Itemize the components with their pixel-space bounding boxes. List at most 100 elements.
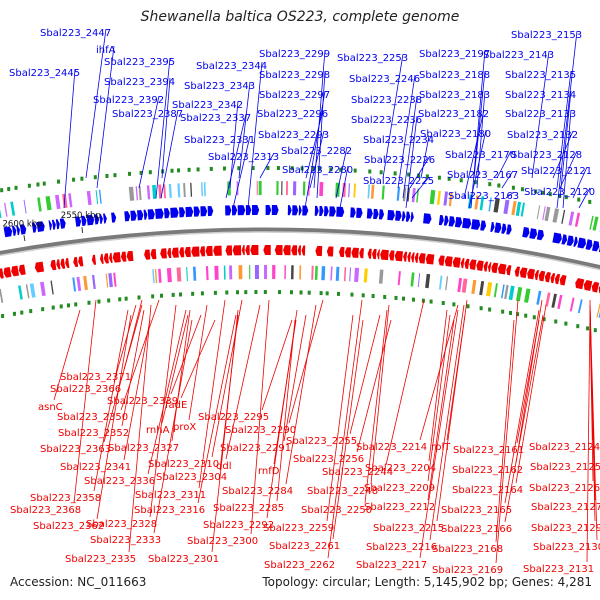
- top-leader-line: [420, 135, 430, 179]
- outer-ring-mark: [80, 176, 84, 181]
- inner-ring-mark: [118, 297, 122, 302]
- feature-block-outer: [276, 181, 279, 196]
- gene-label-reverse: Sbal223_2126: [529, 483, 600, 494]
- bottom-leader-line: [427, 314, 451, 482]
- gene-label-reverse: Sbal223_2209: [364, 483, 435, 494]
- outer-ring-mark: [459, 178, 463, 183]
- top-leader-line: [382, 53, 404, 179]
- feature-block-inner: [50, 280, 54, 295]
- feature-block-inner: [330, 266, 333, 281]
- inner-ring-mark: [137, 295, 141, 300]
- top-leader-line: [232, 135, 251, 209]
- reverse-gene-arrow: [0, 268, 4, 279]
- forward-gene-arrow: [147, 209, 155, 220]
- feature-block-outer: [574, 212, 581, 227]
- forward-gene-arrow: [11, 225, 17, 236]
- reverse-gene-arrow: [376, 249, 380, 260]
- inner-ring-mark: [307, 290, 311, 295]
- forward-gene-arrow: [251, 205, 260, 216]
- feature-block-inner: [154, 269, 158, 284]
- feature-block-outer: [437, 190, 441, 205]
- forward-gene-arrow: [387, 209, 395, 221]
- forward-gene-arrow: [225, 205, 232, 216]
- feature-block-inner: [25, 284, 30, 299]
- feature-block-inner: [284, 265, 286, 280]
- reverse-gene-arrow: [99, 253, 104, 264]
- bottom-leader-line: [149, 304, 177, 518]
- top-leader-line: [531, 50, 550, 179]
- bottom-leader-line: [370, 304, 390, 485]
- top-leader-line: [63, 68, 76, 209]
- backbone-highlight: [0, 231, 600, 271]
- outer-ring-mark: [317, 166, 321, 171]
- feature-block-outer: [561, 209, 566, 224]
- feature-block-inner: [457, 277, 463, 293]
- scale-tick-mark: [81, 226, 84, 234]
- gene-label-reverse: Sbal223_2259: [263, 523, 334, 534]
- feature-block-outer: [0, 208, 2, 218]
- bottom-leader-line: [93, 309, 129, 492]
- forward-gene-arrow: [298, 205, 302, 216]
- inner-ring-mark: [421, 298, 425, 303]
- reverse-gene-arrow: [483, 261, 489, 272]
- forward-gene-arrow: [155, 208, 164, 219]
- reverse-gene-arrow: [371, 248, 377, 260]
- gene-label-forward: Sbal223_2143: [483, 50, 554, 61]
- gene-label-reverse: Sbal223_2311: [135, 490, 206, 501]
- feature-block-outer: [429, 189, 436, 205]
- inner-ring-mark: [225, 290, 229, 295]
- reverse-gene-arrow: [476, 260, 484, 271]
- feature-block-inner: [500, 284, 505, 299]
- forward-gene-arrow: [506, 224, 512, 235]
- forward-gene-arrow: [81, 215, 87, 226]
- gene-label-reverse: Sbal223_2248: [307, 486, 378, 497]
- inner-ring-mark: [41, 307, 45, 312]
- inner-ring-mark: [159, 293, 163, 298]
- feature-block-inner: [493, 283, 498, 298]
- gene-label-forward: Sbal223_2394: [104, 77, 175, 88]
- reverse-gene-arrow: [519, 267, 528, 279]
- feature-block-inner: [461, 278, 468, 293]
- scale-ticks: 2900 kbp2850 kbp2800 kbp2750 kbp2700 kbp…: [3, 211, 101, 242]
- gene-label-reverse: fadE: [165, 400, 187, 411]
- feature-block-outer: [488, 197, 492, 212]
- bottom-leader-line: [586, 309, 591, 563]
- feature-block-inner: [335, 266, 340, 281]
- feature-block-inner: [321, 266, 326, 281]
- reverse-gene-arrow: [160, 248, 167, 259]
- feature-block-outer: [544, 206, 551, 222]
- outer-ring-mark: [534, 189, 538, 194]
- gene-label-reverse: Sbal223_2371: [60, 372, 131, 383]
- feature-block-inner: [186, 267, 188, 282]
- inner-ring-mark: [586, 326, 590, 331]
- gene-label-forward: Sbal223_2342: [172, 100, 243, 111]
- gene-label-reverse: Sbal223_2333: [90, 535, 161, 546]
- scale-tick-mark: [23, 235, 26, 242]
- reverse-gene-arrow: [263, 245, 271, 256]
- forward-gene-arrow: [75, 216, 82, 227]
- forward-gene-arrow: [448, 216, 455, 227]
- outer-ring-mark: [105, 173, 109, 178]
- top-leader-line: [160, 109, 179, 199]
- bottom-leader-line: [349, 314, 381, 435]
- top-leader-line: [468, 129, 487, 209]
- top-leader-line: [316, 70, 326, 199]
- genome-summary: Topology: circular; Length: 5,145,902 bp…: [262, 575, 592, 589]
- top-leader-line: [409, 155, 431, 189]
- gene-label-forward: Sbal223_2197: [419, 49, 490, 60]
- forward-gene-arrow: [314, 205, 319, 216]
- top-leader-line: [556, 70, 572, 189]
- reverse-gene-arrow: [3, 266, 12, 278]
- feature-block-inner: [40, 281, 46, 297]
- outer-ring-mark: [27, 183, 31, 188]
- forward-gene-arrow: [136, 210, 144, 221]
- outer-ring-mark: [72, 177, 76, 182]
- inner-ring-mark: [59, 304, 63, 309]
- forward-gene-arrow: [237, 205, 246, 216]
- gene-label-reverse: Sbal223_2124: [529, 442, 600, 453]
- outer-ring-mark: [266, 166, 270, 171]
- reverse-gene-arrow: [50, 259, 57, 271]
- gene-label-forward: Sbal223_2134: [505, 90, 576, 101]
- gene-label-reverse: Sbal223_2368: [10, 505, 81, 516]
